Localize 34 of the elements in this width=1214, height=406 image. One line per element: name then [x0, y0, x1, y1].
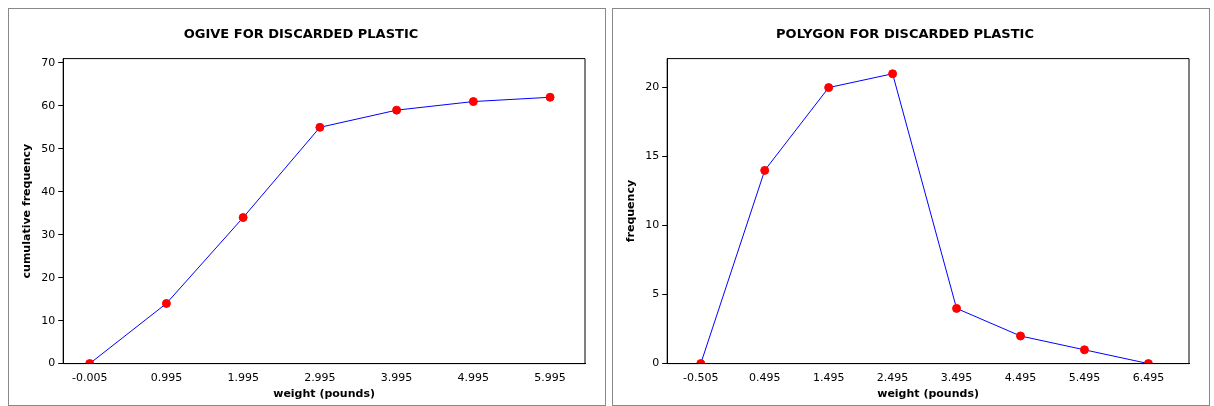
y-tick-label: 50	[41, 141, 56, 155]
x-tick-label: 1.995	[227, 371, 259, 385]
x-tick-label: 0.995	[150, 371, 183, 385]
y-tick-label: 0	[652, 356, 660, 370]
y-tick-label: 70	[41, 55, 56, 69]
x-tick-label: 3.495	[940, 371, 973, 385]
y-tick-label: 20	[41, 270, 56, 284]
x-tick-label: -0.505	[683, 371, 719, 385]
x-tick-label: 6.495	[1132, 371, 1165, 385]
x-tick-label: 0.495	[748, 371, 781, 385]
y-tick-label: 10	[645, 218, 660, 232]
x-tick-label: -0.005	[71, 371, 108, 385]
y-tick-label: 20	[645, 80, 660, 94]
x-tick-label: 4.495	[1004, 371, 1037, 385]
x-tick-label: 5.495	[1068, 371, 1101, 385]
x-tick-label: 5.995	[534, 371, 566, 385]
y-axis-title: cumulative frequency	[20, 143, 34, 279]
y-tick-label: 15	[645, 149, 660, 163]
y-axis-title: frequency	[624, 179, 638, 243]
y-tick-label: 60	[41, 98, 56, 112]
x-axis-title: weight (pounds)	[877, 387, 979, 401]
y-tick-label: 30	[41, 227, 56, 241]
y-tick-label: 40	[41, 184, 56, 198]
x-tick-label: 2.495	[876, 371, 909, 385]
chart-title: OGIVE FOR DISCARDED PLASTIC	[183, 26, 419, 42]
chart-title: POLYGON FOR DISCARDED PLASTIC	[776, 26, 1034, 42]
y-tick-label: 5	[652, 287, 660, 301]
x-tick-label: 3.995	[380, 371, 413, 385]
x-tick-label: 2.995	[304, 371, 336, 385]
y-tick-label: 0	[48, 356, 56, 370]
x-axis-title: weight (pounds)	[273, 387, 375, 401]
x-tick-label: 4.995	[457, 371, 490, 385]
x-tick-label: 1.495	[812, 371, 845, 385]
y-tick-label: 10	[41, 313, 56, 327]
